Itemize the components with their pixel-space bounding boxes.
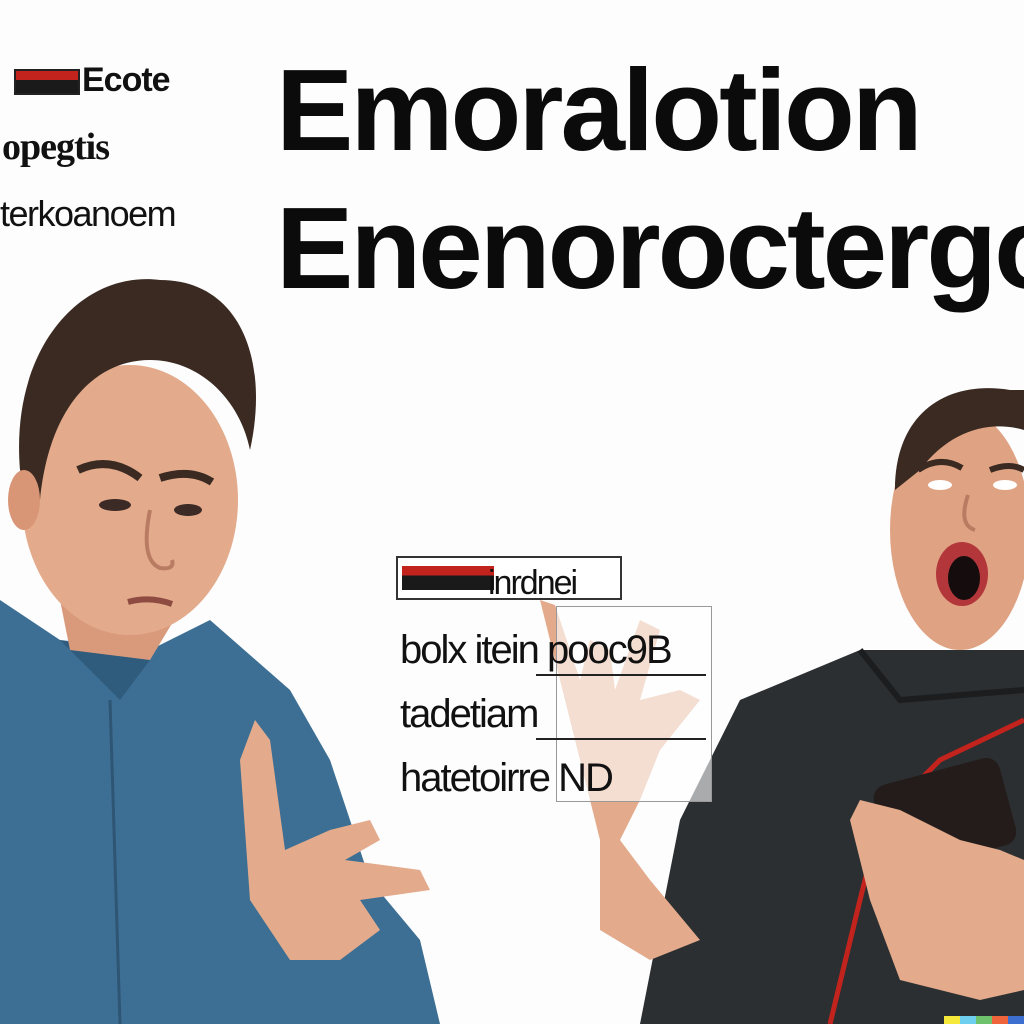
watermark-swatch — [944, 1016, 960, 1024]
side-line-3: terkoanoem — [0, 193, 177, 234]
card-row-4: hatetoirre ND — [400, 756, 614, 800]
card-divider-1 — [536, 674, 706, 676]
center-card: inrdnei bolx itein pooc9B tadetiam hatet… — [396, 556, 712, 806]
headline-line-1: Emoralotion — [276, 45, 923, 175]
red-bar-decoration — [14, 69, 80, 96]
card-overlay-frame — [556, 606, 712, 802]
watermark-swatch — [976, 1016, 992, 1024]
side-line-1-text: Ecote — [82, 61, 171, 99]
left-man — [0, 279, 440, 1024]
watermark-swatch — [992, 1016, 1008, 1024]
right-man — [540, 388, 1024, 1024]
side-line-1: Ecote — [14, 61, 171, 100]
card-divider-2 — [536, 738, 706, 740]
card-row-3: tadetiam — [400, 692, 539, 736]
card-header-frame — [396, 556, 622, 600]
watermark-swatch — [1008, 1016, 1024, 1024]
side-line-2: opegtis — [2, 126, 110, 168]
card-red-bar — [402, 566, 494, 590]
card-row-2: bolx itein pooc9B — [400, 628, 673, 672]
watermark — [944, 1016, 1024, 1024]
headline-line-2: Enenoroctergo — [276, 183, 1024, 313]
card-row-1: inrdnei — [488, 564, 578, 602]
watermark-swatch — [960, 1016, 976, 1024]
